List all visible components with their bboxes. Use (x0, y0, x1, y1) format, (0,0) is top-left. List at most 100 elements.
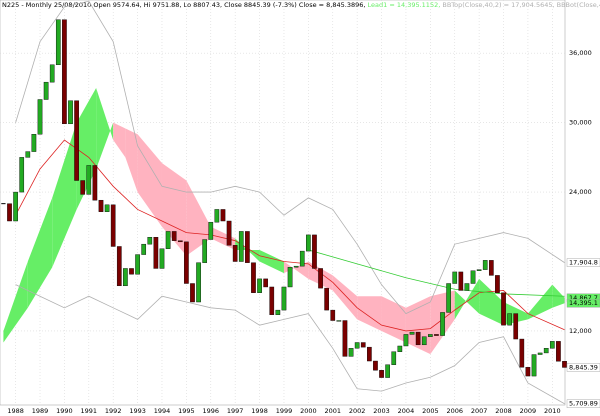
plot-area (0, 0, 566, 406)
candle (116, 246, 122, 287)
y-tick-label: 24,000 (569, 188, 592, 196)
candle (238, 231, 244, 262)
candle (482, 260, 488, 270)
candle (165, 231, 171, 249)
candle (373, 360, 378, 371)
legend-item: N225 - Monthly 25/08/2010 Open 9574.64, … (2, 1, 297, 9)
candle (446, 283, 451, 313)
candle (49, 64, 55, 83)
overlay-line (15, 284, 565, 405)
value-box (566, 399, 600, 408)
candle (86, 165, 92, 195)
candle (153, 237, 159, 269)
cloud-segment (479, 278, 504, 326)
candle (342, 320, 348, 357)
candle (440, 312, 445, 336)
cloud-segment (125, 128, 138, 193)
candle (171, 231, 177, 241)
x-tick-label: 1989 (32, 407, 49, 415)
candle (293, 265, 299, 268)
candle (501, 292, 506, 326)
x-tick-label: 2004 (398, 407, 415, 415)
candle (306, 234, 311, 252)
candle (37, 99, 43, 135)
candle (299, 250, 305, 267)
candle (110, 204, 116, 247)
candle (379, 370, 384, 378)
x-tick-label: 2002 (349, 407, 366, 415)
candle (123, 268, 128, 287)
x-tick-label: 1990 (56, 407, 73, 415)
x-tick-label: 1996 (203, 407, 220, 415)
candle (287, 267, 293, 288)
candle (324, 287, 329, 311)
candle (135, 254, 140, 275)
x-tick-label: 1992 (105, 407, 122, 415)
overlay-line (15, 139, 565, 332)
y-tick-label: 12,000 (569, 327, 592, 335)
cloud-segment (76, 87, 97, 210)
candle (62, 19, 67, 125)
candle (220, 209, 226, 222)
candle (409, 331, 415, 335)
candle (562, 361, 567, 368)
cloud-segment (113, 122, 126, 158)
x-tick-label: 1997 (227, 407, 244, 415)
cloud-segment (454, 278, 480, 320)
candle (74, 100, 79, 181)
overlay-line (15, 0, 565, 315)
legend-item: Lead1 = 14,395.1152, (368, 1, 441, 9)
candle (519, 338, 525, 368)
candle (177, 240, 183, 243)
x-tick-label: 2005 (422, 407, 439, 415)
candle (257, 278, 262, 293)
candle (147, 237, 153, 245)
x-tick-label: 1988 (7, 407, 24, 415)
x-tick-label: 2008 (495, 407, 512, 415)
value-label: 17,904.8 (569, 259, 598, 267)
legend-item: BBBot(Close,40,2) = 5,709.8501, (557, 1, 600, 9)
overlay-line (308, 249, 565, 297)
plot-layer (0, 0, 567, 405)
candle (68, 100, 73, 125)
x-tick-label: 2001 (324, 407, 341, 415)
value-label: 14,395.1 (569, 299, 598, 307)
cloud-segment (96, 87, 114, 169)
x-tick-label: 2009 (520, 407, 537, 415)
candle (104, 204, 110, 212)
cloud-segment (52, 122, 77, 268)
candle (415, 331, 421, 346)
candle (525, 367, 531, 377)
candle (318, 268, 323, 289)
candle (367, 346, 372, 362)
candle (202, 239, 208, 263)
cloud-segment (381, 296, 406, 343)
legend-item: BBTop(Close,40,2) = 17,904.5645, (442, 1, 554, 9)
cloud-segment (357, 296, 382, 331)
candle (513, 313, 519, 340)
x-tick-label: 2010 (544, 407, 561, 415)
value-label: 8,845.39 (569, 363, 598, 371)
candle (330, 309, 336, 321)
legend-item: Close = 8,845.3896, (299, 1, 366, 9)
candle (476, 269, 482, 271)
candle (543, 348, 549, 354)
x-tick-label: 1991 (81, 407, 98, 415)
x-tick-label: 1998 (251, 407, 268, 415)
candle (385, 364, 390, 378)
candle (31, 134, 37, 152)
candle (348, 348, 354, 357)
candle (336, 320, 342, 322)
x-tick-label: 1995 (178, 407, 195, 415)
candle (226, 220, 232, 246)
candle (25, 151, 31, 158)
x-tick-label: 2003 (373, 407, 390, 415)
x-tick-label: 1993 (129, 407, 146, 415)
candle (196, 262, 201, 303)
cloud-segment (27, 197, 53, 308)
candle (184, 241, 189, 284)
candle (275, 309, 281, 315)
candle (7, 203, 12, 222)
value-label: 5,709.89 (569, 400, 598, 408)
cloud-segment (186, 180, 211, 256)
